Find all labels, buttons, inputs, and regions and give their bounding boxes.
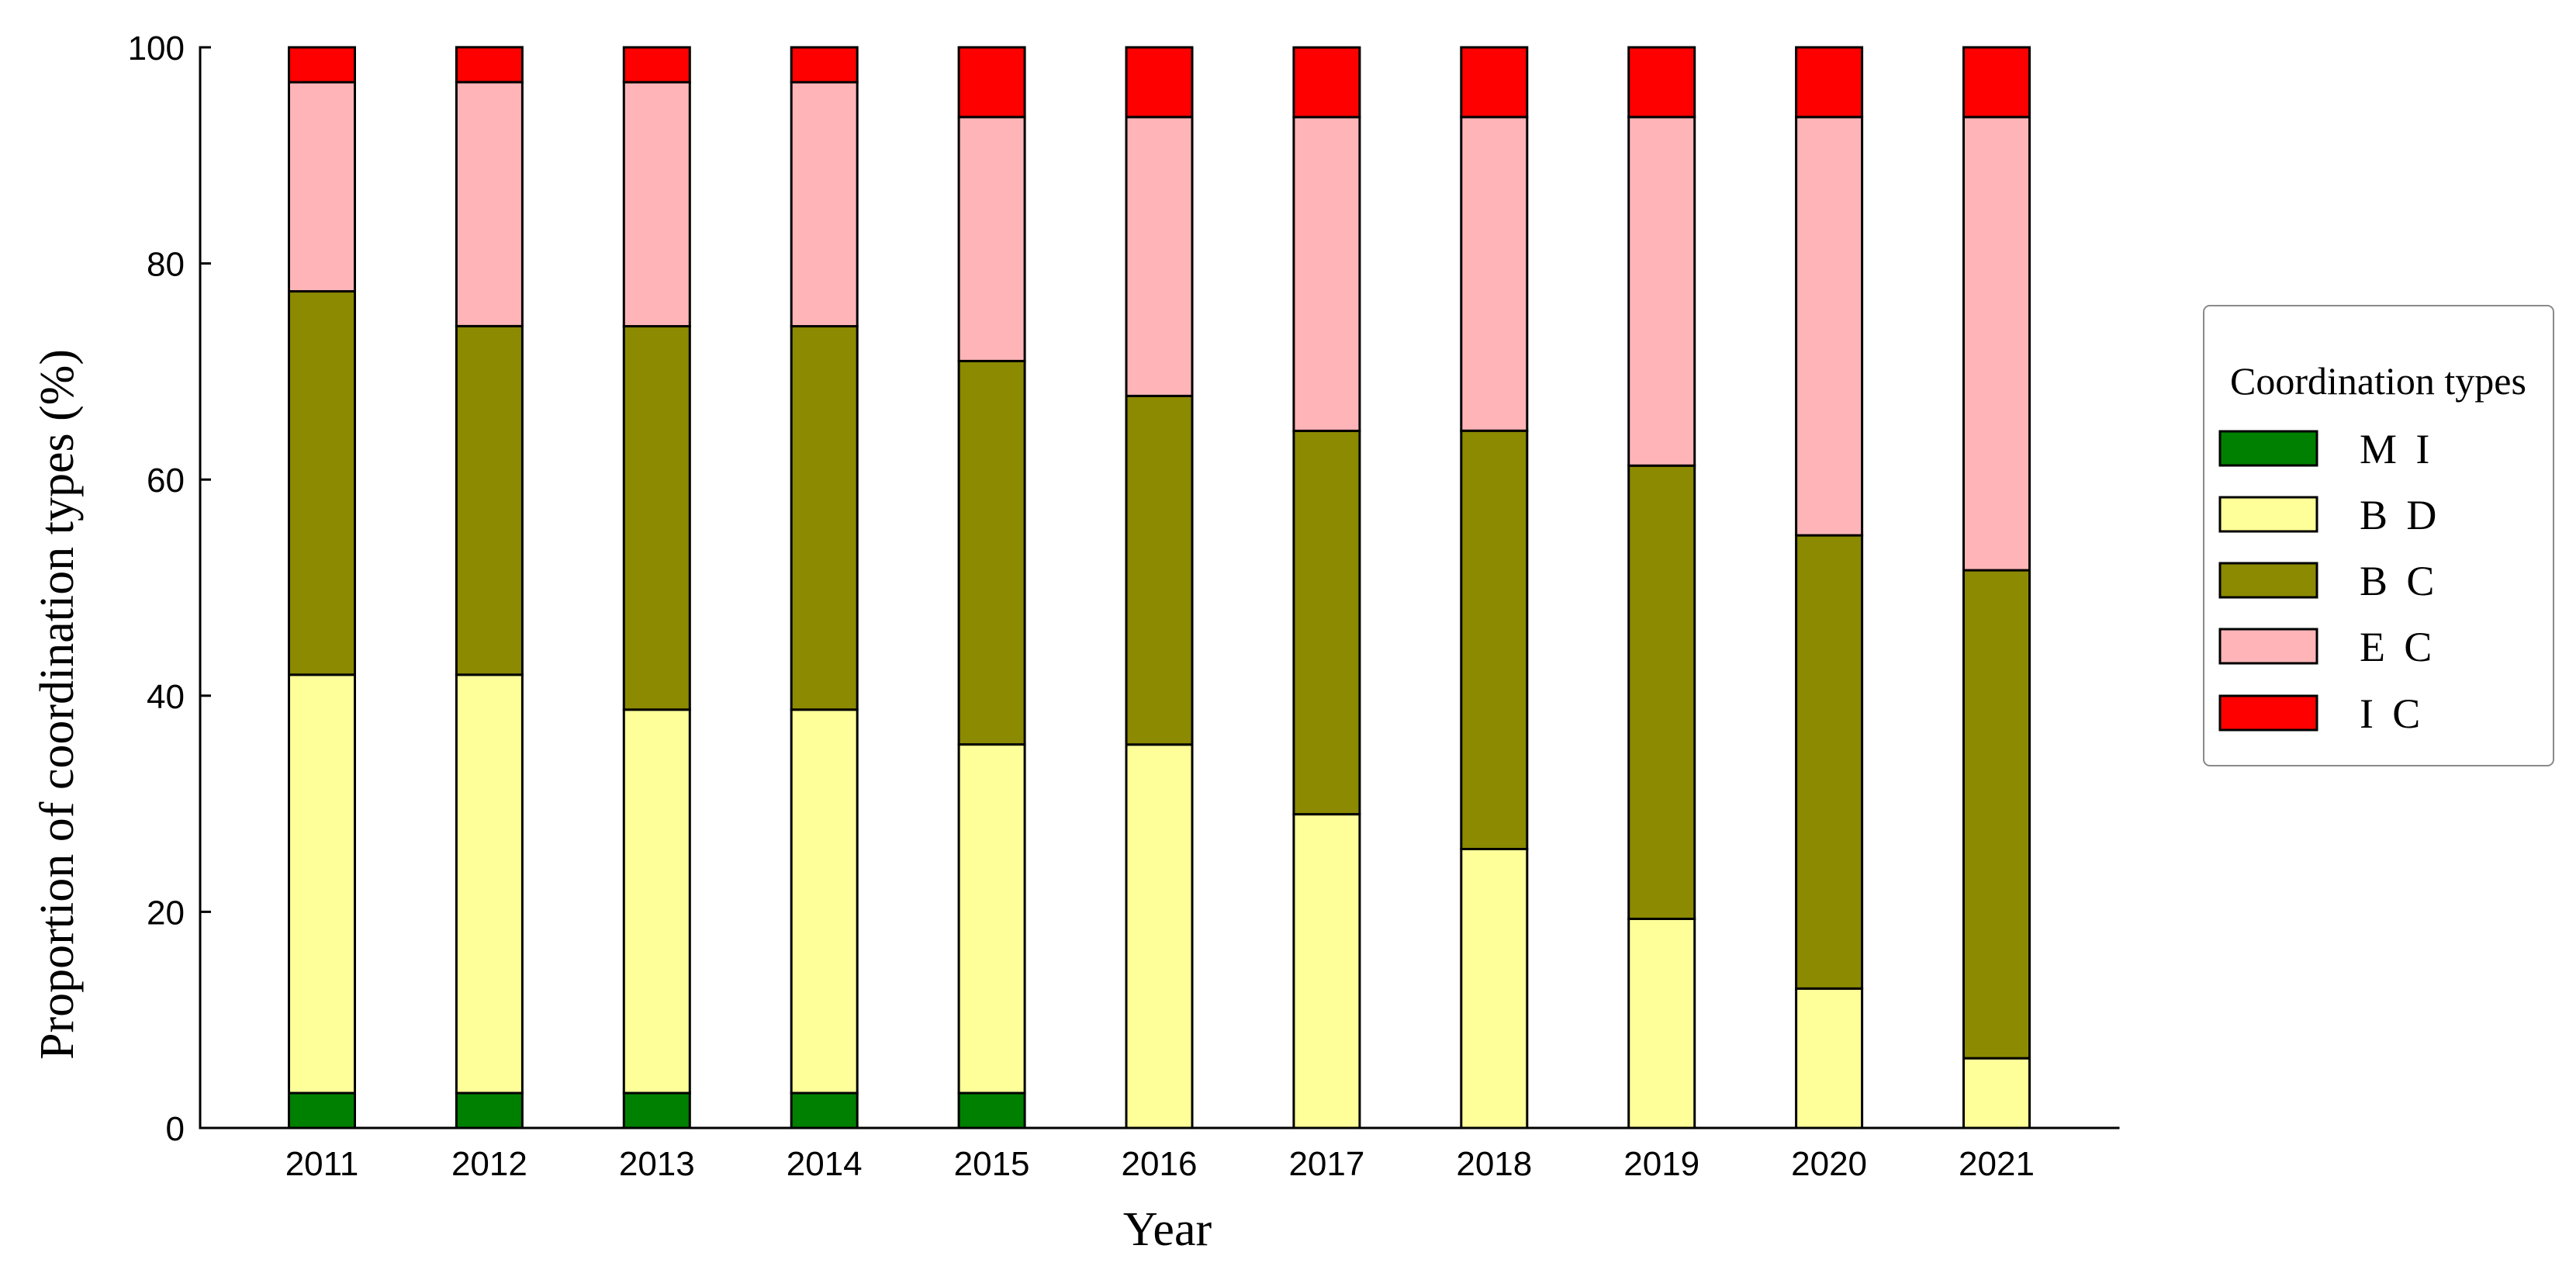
- bar-segment-2015-mi: [957, 1091, 1026, 1130]
- legend-swatch-ec: [2218, 628, 2318, 665]
- bar-segment-2019-ic: [1627, 46, 1696, 119]
- y-axis-title: Proportion of coordination types (%): [31, 349, 84, 1060]
- bar-segment-2018-bd: [1460, 847, 1529, 1130]
- y-ticks-group: 0 20 40 60 80 100: [128, 29, 211, 1148]
- bar-segment-2019-bc: [1627, 464, 1696, 920]
- bar-segment-2011-bc: [288, 290, 356, 676]
- bar-segment-2017-bd: [1292, 813, 1361, 1130]
- bar-segment-2014-ic: [790, 46, 859, 84]
- legend-title: Coordination types: [2230, 359, 2526, 403]
- legend-label-bc: BC: [2360, 558, 2453, 604]
- bar-segment-2016-bd: [1125, 743, 1194, 1130]
- legend-swatch-mi: [2218, 430, 2318, 467]
- bar-segment-2021-ic: [1962, 46, 2031, 119]
- y-tick-label-0: 0: [166, 1110, 185, 1148]
- x-tick-label-2012: 2012: [451, 1145, 527, 1183]
- bar-segment-2021-ec: [1962, 116, 2031, 572]
- bar-segment-2012-mi: [455, 1091, 524, 1130]
- y-tick-label-40: 40: [147, 678, 185, 716]
- bar-segment-2013-mi: [622, 1091, 691, 1130]
- bar-segment-2011-mi: [288, 1091, 356, 1130]
- axes-group: [199, 46, 2120, 1130]
- x-tick-label-2016: 2016: [1122, 1145, 1198, 1183]
- x-axis-title: Year: [1123, 1203, 1212, 1256]
- x-tick-label-2019: 2019: [1623, 1145, 1699, 1183]
- bar-segment-2012-bc: [455, 324, 524, 676]
- bar-segment-2018-ic: [1460, 46, 1529, 119]
- x-tick-label-2011: 2011: [285, 1145, 359, 1183]
- legend-item-ec: EC: [2218, 624, 2451, 670]
- x-tick-label-2013: 2013: [619, 1145, 695, 1183]
- bar-segment-2019-ec: [1627, 116, 1696, 467]
- bar-segment-2012-ec: [455, 81, 524, 327]
- x-tick-label-2014: 2014: [787, 1145, 863, 1183]
- bar-segment-2016-ec: [1125, 116, 1194, 397]
- bar-segment-2015-ec: [957, 116, 1026, 362]
- bar-segment-2014-ec: [790, 81, 859, 328]
- bar-segment-2013-ic: [622, 46, 691, 84]
- bar-segment-2015-bd: [957, 743, 1026, 1095]
- bar-segment-2013-ec: [622, 81, 691, 328]
- y-tick-label-60: 60: [147, 462, 185, 500]
- legend-item-bc: BC: [2218, 558, 2453, 604]
- legend-swatch-bc: [2218, 562, 2318, 599]
- bar-segment-2014-mi: [790, 1091, 859, 1130]
- bar-segment-2016-bc: [1125, 394, 1194, 746]
- legend-label-ec: EC: [2360, 624, 2451, 670]
- legend-label-ic: IC: [2360, 690, 2439, 737]
- x-ticks-group: 2011 2012 2013 2014 2015 2016 2017 2018 2019 2020…: [285, 1145, 2035, 1183]
- x-tick-label-2020: 2020: [1791, 1145, 1867, 1183]
- legend-label-bd: BD: [2360, 492, 2456, 538]
- bar-segment-2011-ec: [288, 81, 356, 293]
- bar-segment-2020-bc: [1795, 534, 1864, 990]
- x-tick-label-2018: 2018: [1456, 1145, 1532, 1183]
- legend-item-ic: IC: [2218, 690, 2439, 737]
- bar-segment-2020-bd: [1795, 987, 1864, 1130]
- legend-item-mi: MI: [2218, 426, 2449, 472]
- x-tick-label-2017: 2017: [1288, 1145, 1364, 1183]
- bar-segment-2014-bc: [790, 325, 859, 711]
- bar-segment-2019-bd: [1627, 917, 1696, 1130]
- bar-segment-2018-bc: [1460, 429, 1529, 850]
- legend-swatch-ic: [2218, 694, 2318, 732]
- legend-swatch-bd: [2218, 496, 2318, 533]
- y-tick-label-20: 20: [147, 894, 185, 932]
- bar-segment-2013-bc: [622, 325, 691, 711]
- bar-segment-2012-bd: [455, 673, 524, 1095]
- legend: Coordination types MI BD BC EC IC: [2203, 305, 2554, 766]
- bar-segment-2015-ic: [957, 46, 1026, 119]
- y-tick-label-100: 100: [128, 29, 185, 67]
- bar-segment-2011-bd: [288, 673, 356, 1095]
- bars-group: [288, 46, 2031, 1130]
- x-tick-label-2021: 2021: [1959, 1145, 2035, 1183]
- bar-segment-2014-bd: [790, 708, 859, 1095]
- bar-segment-2020-ec: [1795, 116, 1864, 537]
- bar-segment-2021-bd: [1962, 1057, 2031, 1130]
- bar-segment-2011-ic: [288, 46, 356, 84]
- bar-segment-2021-bc: [1962, 569, 2031, 1060]
- bar-segment-2017-ec: [1292, 116, 1361, 432]
- bar-segment-2012-ic: [455, 46, 524, 84]
- bar-segment-2015-bc: [957, 359, 1026, 746]
- bar-segment-2017-bc: [1292, 429, 1361, 816]
- legend-label-mi: MI: [2360, 426, 2449, 472]
- bar-segment-2017-ic: [1292, 46, 1361, 119]
- bar-segment-2016-ic: [1125, 46, 1194, 119]
- bar-segment-2018-ec: [1460, 116, 1529, 432]
- bar-segment-2020-ic: [1795, 46, 1864, 119]
- y-tick-label-80: 80: [147, 246, 185, 284]
- legend-item-bd: BD: [2218, 492, 2456, 538]
- bar-segment-2013-bd: [622, 708, 691, 1095]
- x-tick-label-2015: 2015: [954, 1145, 1030, 1183]
